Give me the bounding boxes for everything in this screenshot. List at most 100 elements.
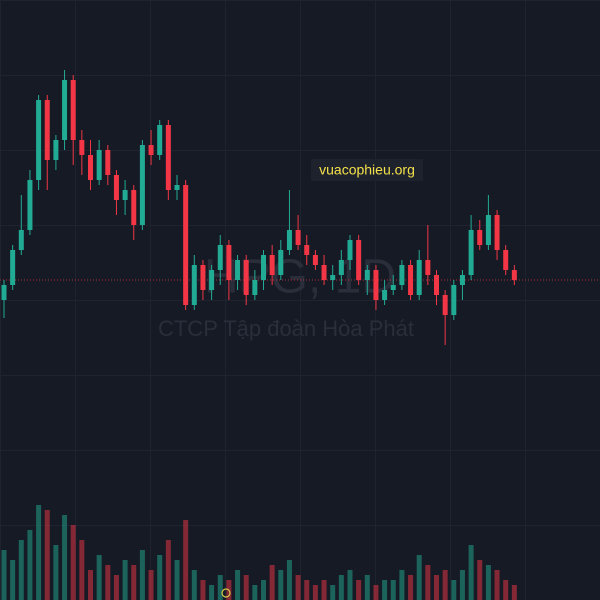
candle-body xyxy=(321,265,327,280)
candle-body xyxy=(157,125,163,155)
site-label-box xyxy=(311,159,423,181)
candle-body xyxy=(382,290,388,300)
candle-body xyxy=(364,270,370,280)
volume-bar xyxy=(468,545,474,600)
volume-bar xyxy=(96,555,102,600)
volume-bar xyxy=(1,550,7,600)
volume-bar xyxy=(416,555,422,600)
volume-bar xyxy=(503,580,509,600)
candle-body xyxy=(79,140,85,155)
volume-bar xyxy=(70,525,76,600)
candle-body xyxy=(217,245,223,270)
candle-body xyxy=(27,180,33,230)
volume-bar xyxy=(139,550,145,600)
volume-bar xyxy=(485,565,491,600)
candle-body xyxy=(88,155,93,180)
candle-body xyxy=(113,175,119,200)
candle-body xyxy=(330,275,336,280)
volume-bar xyxy=(27,530,33,600)
candle-body xyxy=(278,250,284,275)
volume-bar xyxy=(217,575,223,600)
volume-bar xyxy=(79,540,85,600)
volume-bar xyxy=(209,585,215,600)
candle-body xyxy=(416,260,422,295)
candle-body xyxy=(18,230,24,250)
volume-bar xyxy=(373,585,379,600)
candle-body xyxy=(44,100,50,160)
volume-bar xyxy=(451,580,457,600)
candle-body xyxy=(304,245,310,255)
candle-body xyxy=(191,265,197,305)
volume-bar xyxy=(148,570,154,600)
candle-body xyxy=(390,285,396,290)
volume-bar xyxy=(122,560,128,600)
volume-bar xyxy=(390,580,396,600)
candle-body xyxy=(105,150,111,175)
candle-body xyxy=(96,150,102,180)
candle-body xyxy=(148,145,154,155)
candle-body xyxy=(434,275,439,295)
volume-bar xyxy=(511,585,517,600)
watermark-company: CTCP Tập đoàn Hòa Phát xyxy=(158,316,414,341)
candle-body xyxy=(312,255,318,265)
volume-bar xyxy=(18,540,24,600)
candle-body xyxy=(235,260,241,280)
volume-bar xyxy=(174,560,180,600)
volume-bar xyxy=(399,570,405,600)
volume-bar xyxy=(269,565,275,600)
volume-bar xyxy=(425,565,431,600)
volume-bar xyxy=(434,575,439,600)
volume-bar xyxy=(286,560,292,600)
candle-body xyxy=(286,230,292,250)
candle-body xyxy=(10,250,16,285)
candle-body xyxy=(511,270,517,280)
candle-body xyxy=(408,265,414,295)
candle-body xyxy=(468,230,474,275)
volume-bar xyxy=(321,580,327,600)
volume-bar xyxy=(442,570,448,600)
candle-body xyxy=(451,285,457,315)
candle-body xyxy=(139,145,145,225)
volume-bar xyxy=(88,570,93,600)
volume-bar xyxy=(183,520,189,600)
candle-body xyxy=(442,295,448,315)
candle-body xyxy=(425,260,431,275)
volume-bar xyxy=(131,565,137,600)
candle-body xyxy=(252,280,258,295)
candle-body xyxy=(131,190,137,225)
candle-body xyxy=(200,265,206,290)
candle-body xyxy=(165,125,171,190)
candle-body xyxy=(183,185,189,305)
volume-bar xyxy=(44,510,50,600)
candle-body xyxy=(243,260,249,295)
volume-bar xyxy=(113,575,119,600)
volume-bar xyxy=(165,540,171,600)
candle-body xyxy=(485,215,491,245)
candle-body xyxy=(338,260,344,275)
volume-bar xyxy=(312,585,318,600)
volume-bar xyxy=(278,570,284,600)
candle-body xyxy=(70,80,76,140)
volume-bar xyxy=(459,570,465,600)
candle-body xyxy=(373,270,379,300)
candle-body xyxy=(53,140,59,160)
volume-bar xyxy=(356,580,362,600)
volume-bar xyxy=(295,575,301,600)
volume-bar xyxy=(62,515,68,600)
candle-body xyxy=(494,215,500,250)
candle-body xyxy=(62,80,68,140)
candle-body xyxy=(36,100,42,180)
volume-bar xyxy=(10,560,16,600)
volume-bar xyxy=(252,585,258,600)
volume-bar xyxy=(347,570,353,600)
candle-body xyxy=(1,285,7,300)
volume-bar xyxy=(338,575,344,600)
volume-bar xyxy=(494,570,500,600)
candle-body xyxy=(477,230,483,245)
volume-bar xyxy=(261,580,266,600)
candle-body xyxy=(356,240,362,280)
volume-bar xyxy=(191,570,197,600)
volume-bar xyxy=(105,565,111,600)
